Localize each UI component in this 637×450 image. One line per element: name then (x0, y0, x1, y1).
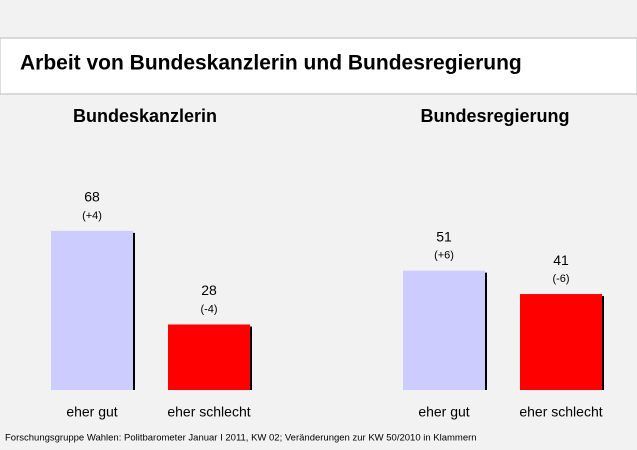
page-title: Arbeit von Bundeskanzlerin und Bundesreg… (20, 52, 522, 75)
change-label: (-4) (200, 303, 217, 315)
bar (403, 270, 485, 390)
category-label: eher gut (418, 404, 469, 420)
bar (168, 324, 250, 390)
panel-title: Bundeskanzlerin (73, 106, 217, 126)
category-label: eher schlecht (519, 404, 602, 420)
source-note: Forschungsgruppe Wahlen: Politbarometer … (5, 433, 477, 444)
value-label: 41 (553, 252, 569, 268)
change-label: (+6) (434, 250, 454, 262)
category-label: eher schlecht (167, 404, 250, 420)
value-label: 51 (436, 228, 452, 244)
change-label: (+4) (82, 210, 102, 222)
category-label: eher gut (66, 404, 117, 420)
title-band (0, 37, 637, 95)
bar (51, 230, 133, 390)
panel-title: Bundesregierung (420, 106, 569, 126)
bar (520, 294, 602, 390)
value-label: 68 (84, 189, 100, 205)
change-label: (-6) (552, 273, 569, 285)
value-label: 28 (201, 282, 217, 298)
